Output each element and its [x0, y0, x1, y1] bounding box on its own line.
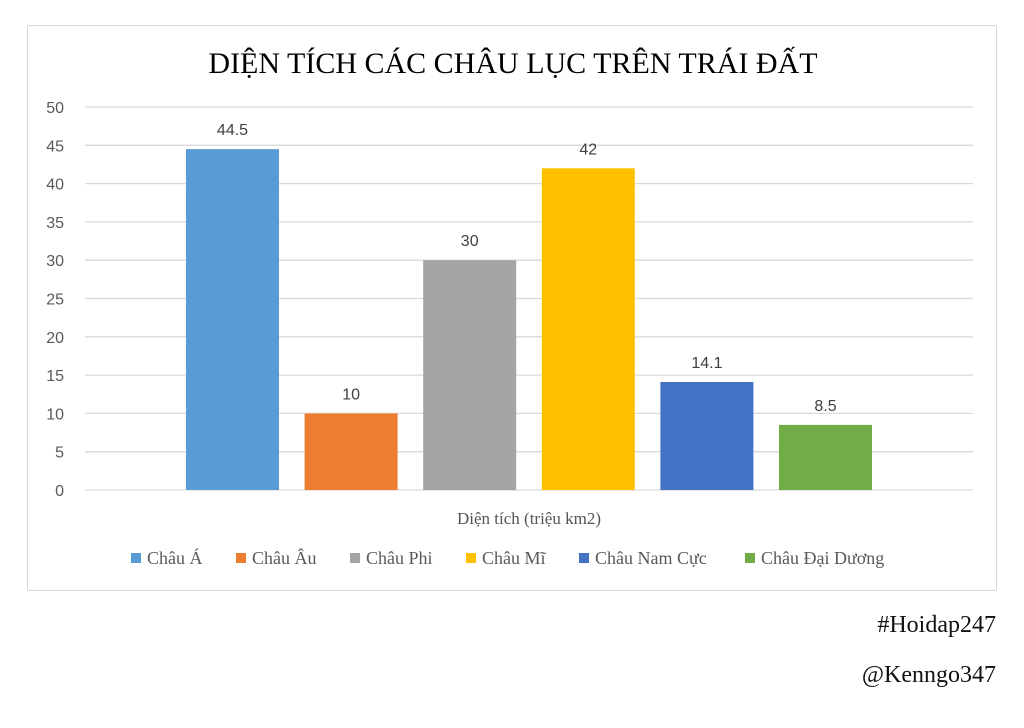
data-label: 42: [579, 141, 597, 158]
chart-canvas: DIỆN TÍCH CÁC CHÂU LỤC TRÊN TRÁI ĐẤT 0 5 1…: [46, 46, 973, 568]
legend-swatch: [466, 553, 476, 563]
data-label: 8.5: [814, 398, 836, 415]
watermark-hoidap: #Hoidap247: [877, 612, 996, 638]
chart-frame: DIỆN TÍCH CÁC CHÂU LỤC TRÊN TRÁI ĐẤT 0 5 1…: [27, 25, 997, 591]
legend-label: Châu Mĩ: [482, 548, 547, 568]
y-tick-label: 40: [46, 177, 64, 194]
bar-1: [186, 149, 279, 490]
legend-label: Châu Đại Dương: [761, 548, 884, 568]
legend-item: Châu Á: [131, 547, 203, 568]
y-tick-label: 20: [46, 330, 64, 347]
legend-label: Châu Nam Cực: [595, 548, 707, 568]
legend-item: Châu Âu: [236, 547, 317, 568]
bar-5: [660, 381, 754, 490]
bar-6: [779, 424, 872, 490]
legend-swatch: [350, 553, 360, 563]
legend-label: Châu Âu: [252, 547, 317, 568]
bar-2: [304, 413, 398, 490]
legend-item: Châu Nam Cực: [579, 548, 707, 568]
legend-label: Châu Á: [147, 547, 203, 568]
legend-swatch: [131, 553, 141, 563]
y-tick-label: 25: [46, 292, 64, 309]
data-label: 30: [461, 233, 479, 250]
y-tick-label: 50: [46, 100, 64, 117]
data-label: 14.1: [691, 355, 722, 372]
y-tick-label: 5: [55, 445, 64, 462]
y-tick-label: 30: [46, 253, 64, 270]
legend: Châu Á Châu Âu Châu Phi Châu Mĩ Châu Nam Cực…: [131, 547, 884, 568]
y-tick-label: 10: [46, 406, 64, 423]
y-axis-ticks: 0 5 10 15 20 25 30 35 40 45 50: [46, 100, 64, 500]
bar-4: [541, 168, 635, 490]
legend-item: Châu Mĩ: [466, 548, 547, 568]
legend-swatch: [236, 553, 246, 563]
bars: [186, 149, 872, 490]
data-label: 10: [342, 386, 360, 403]
y-tick-label: 35: [46, 215, 64, 232]
x-axis-label: Diện tích (triệu km2): [457, 509, 601, 528]
legend-swatch: [579, 553, 589, 563]
y-tick-label: 0: [55, 483, 64, 500]
chart-title: DIỆN TÍCH CÁC CHÂU LỤC TRÊN TRÁI ĐẤT: [208, 46, 817, 80]
data-labels: 44.5 10 30 42 14.1 8.5: [217, 122, 837, 415]
y-tick-label: 15: [46, 368, 64, 385]
watermark-author: @Kenngo347: [861, 662, 996, 688]
y-tick-label: 45: [46, 138, 64, 155]
bar-3: [423, 260, 517, 490]
legend-item: Châu Phi: [350, 548, 433, 568]
legend-swatch: [745, 553, 755, 563]
data-label: 44.5: [217, 122, 248, 139]
legend-item: Châu Đại Dương: [745, 548, 884, 568]
legend-label: Châu Phi: [366, 548, 433, 568]
